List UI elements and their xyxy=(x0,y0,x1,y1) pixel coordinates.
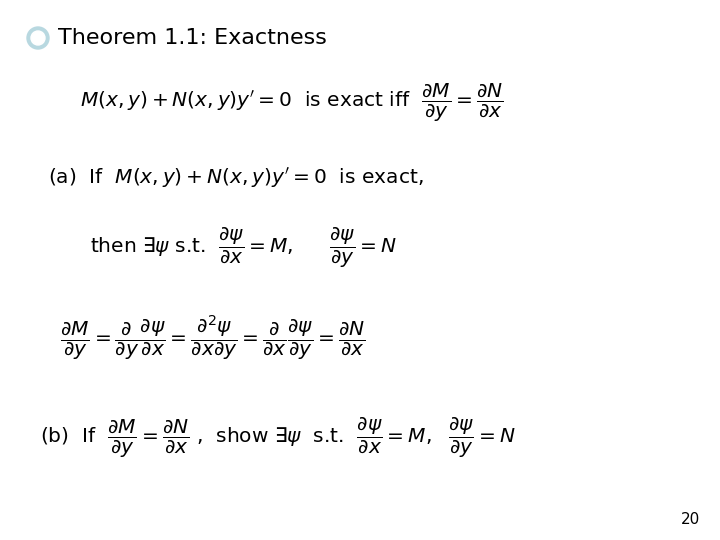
Ellipse shape xyxy=(31,31,45,45)
Text: (a)  If  $M(x,y)+N(x,y)y'=0$  is exact,: (a) If $M(x,y)+N(x,y)y'=0$ is exact, xyxy=(48,166,423,190)
Text: then $\exists\psi$ s.t.  $\dfrac{\partial\psi}{\partial x}=M,$  $\quad\dfrac{\pa: then $\exists\psi$ s.t. $\dfrac{\partial… xyxy=(90,226,397,270)
Text: $M(x,y)+N(x,y)y'=0$  is exact iff  $\dfrac{\partial M}{\partial y}=\dfrac{\parti: $M(x,y)+N(x,y)y'=0$ is exact iff $\dfrac… xyxy=(80,82,504,124)
Text: $\dfrac{\partial M}{\partial y}=\dfrac{\partial}{\partial y}\dfrac{\partial\psi}: $\dfrac{\partial M}{\partial y}=\dfrac{\… xyxy=(60,313,366,362)
Text: 20: 20 xyxy=(680,512,700,528)
Ellipse shape xyxy=(27,27,49,49)
Text: Theorem 1.1: Exactness: Theorem 1.1: Exactness xyxy=(58,28,327,48)
Text: (b)  If  $\dfrac{\partial M}{\partial y}=\dfrac{\partial N}{\partial x}$ ,  show: (b) If $\dfrac{\partial M}{\partial y}=\… xyxy=(40,416,516,460)
